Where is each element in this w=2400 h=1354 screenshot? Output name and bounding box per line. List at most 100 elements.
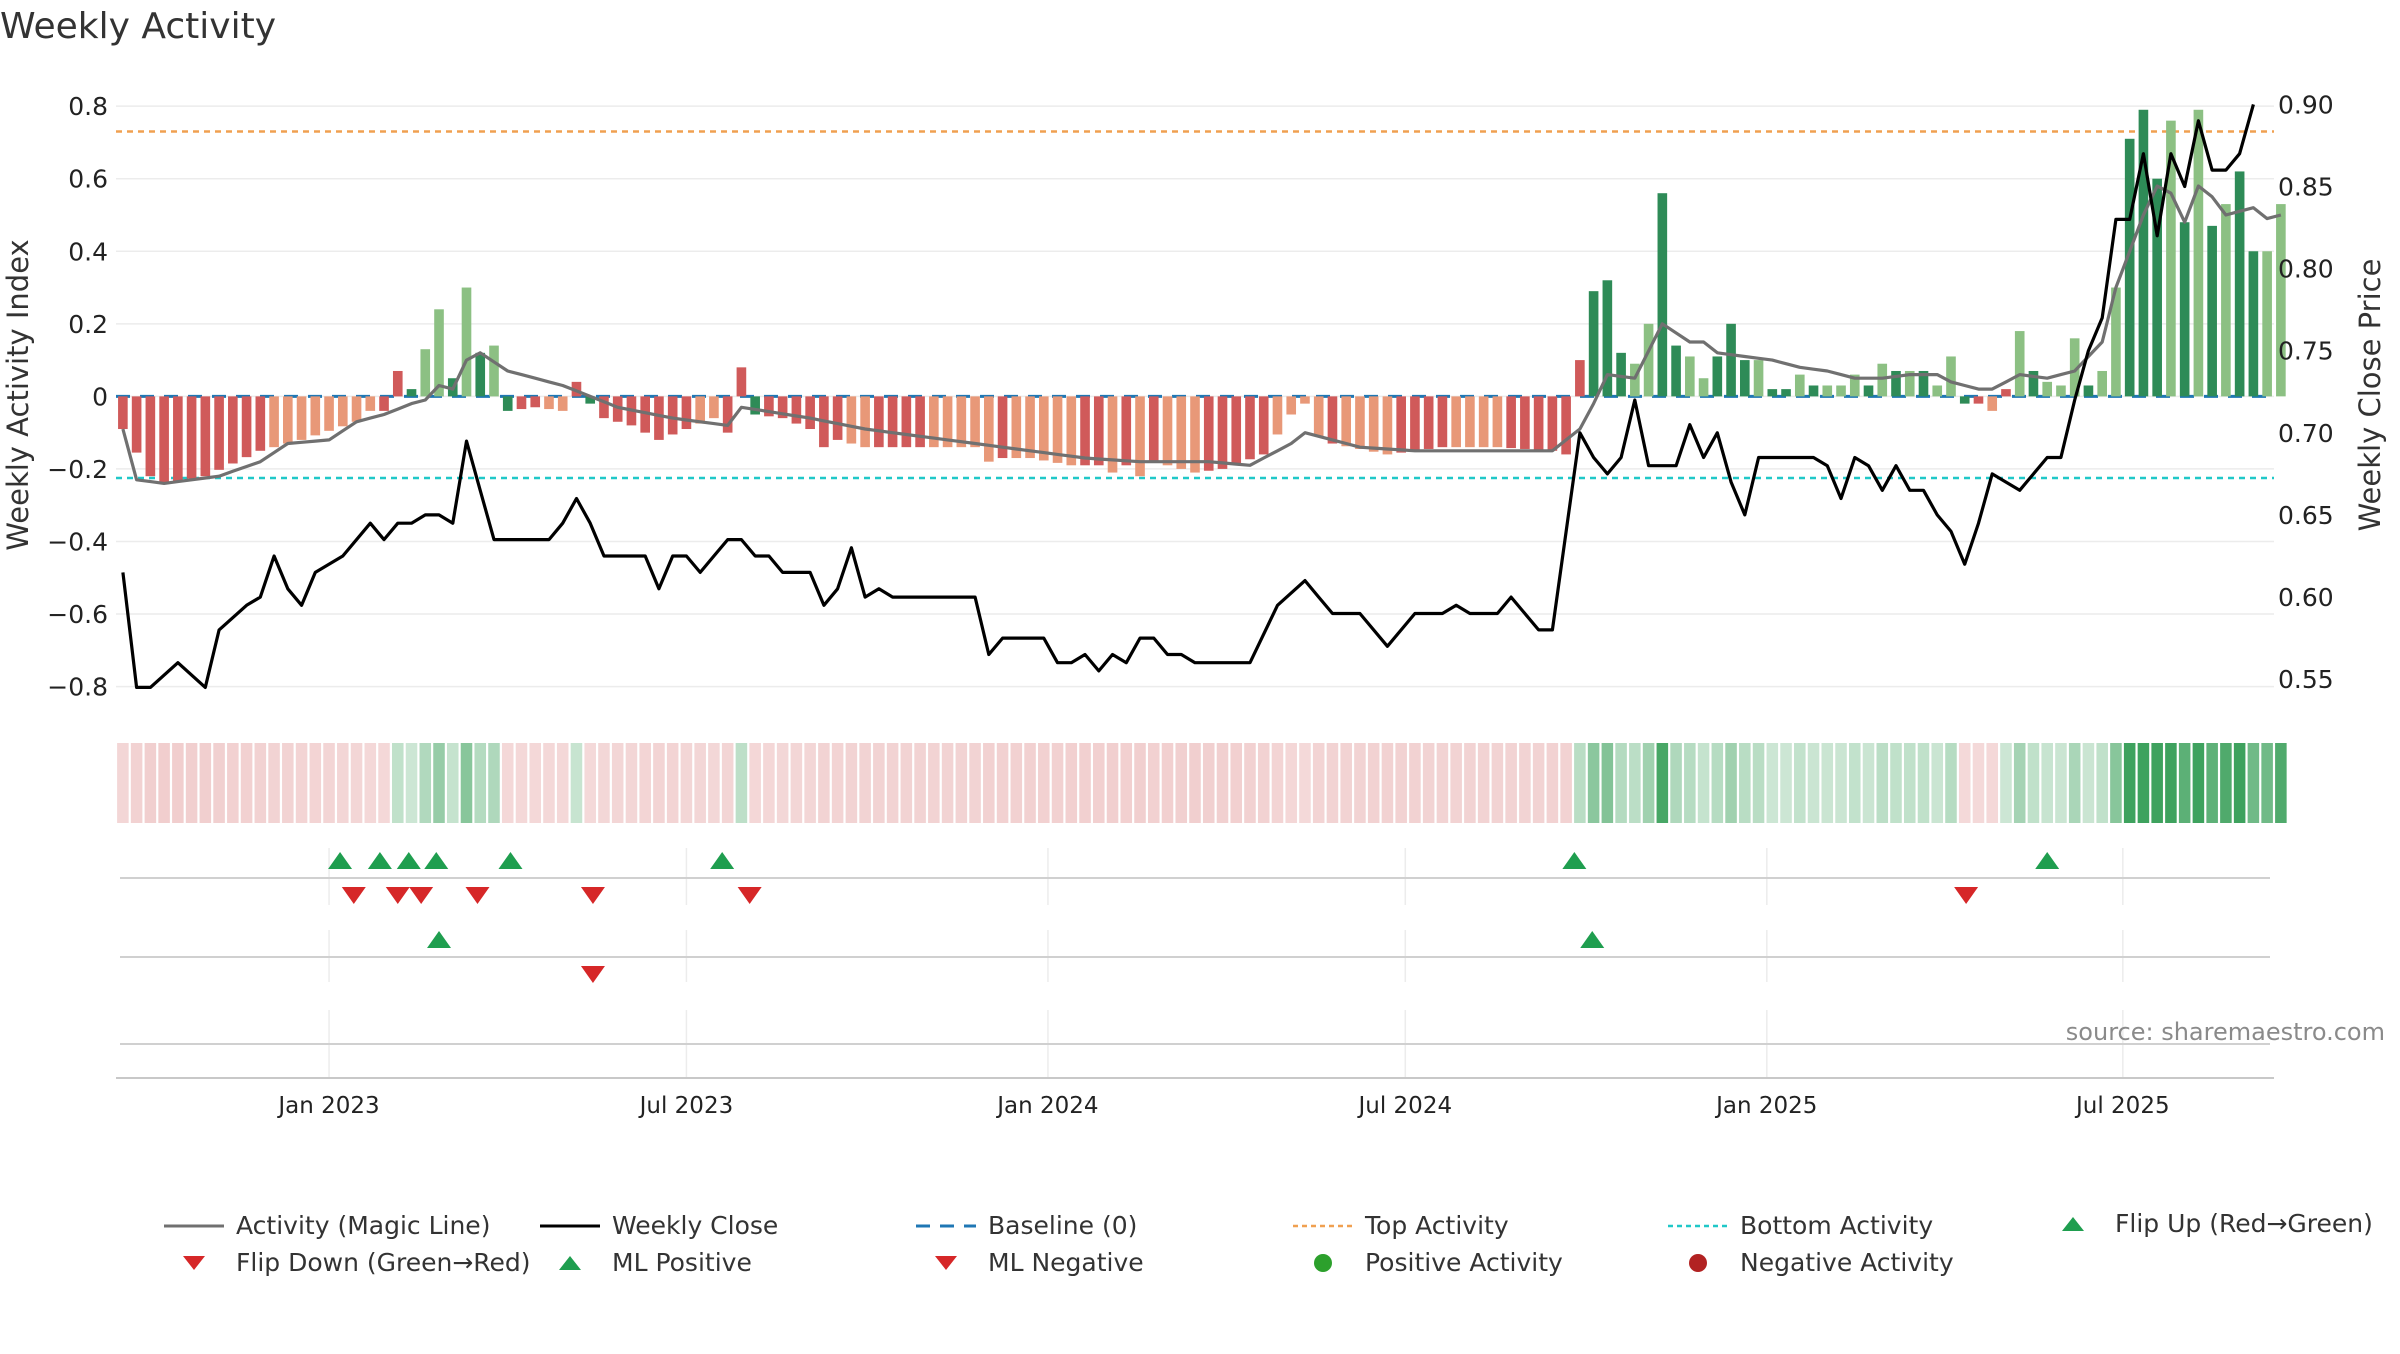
activity-bar bbox=[2056, 385, 2066, 397]
activity-bar bbox=[159, 396, 169, 484]
activity-bar bbox=[296, 396, 307, 440]
heat-strip-cell bbox=[873, 743, 885, 823]
y-left-tick-label: 0.4 bbox=[68, 237, 108, 266]
heat-strip-cell bbox=[337, 743, 349, 823]
heat-strip-cell bbox=[488, 743, 500, 823]
legend: Activity (Magic Line) Weekly Close Basel… bbox=[160, 1205, 2400, 1285]
activity-bar bbox=[1341, 396, 1352, 447]
activity-bar bbox=[640, 396, 651, 433]
heat-strip-cell bbox=[1464, 743, 1476, 823]
heat-strip-cell bbox=[1038, 743, 1050, 823]
heat-strip-cell bbox=[158, 743, 170, 823]
heat-strip-cell bbox=[1354, 743, 1366, 823]
magic-line bbox=[121, 184, 2282, 485]
heat-strip-cell bbox=[1340, 743, 1352, 823]
heat-strip-cell bbox=[2261, 743, 2273, 823]
activity-bar bbox=[1932, 385, 1943, 397]
heat-strip-cell bbox=[831, 743, 844, 823]
ml-positive-marker bbox=[328, 852, 353, 869]
heat-strip-cell bbox=[1010, 743, 1023, 823]
x-tick-label: Jan 2024 bbox=[995, 1093, 1098, 1119]
activity-bar bbox=[1726, 323, 1736, 397]
activity-bar bbox=[1080, 396, 1090, 466]
heat-strip-cell bbox=[1917, 743, 1930, 823]
heat-strip-cell bbox=[1189, 743, 1201, 823]
activity-bar bbox=[654, 396, 664, 440]
ml-positive-marker bbox=[498, 852, 523, 869]
activity-bar bbox=[1767, 389, 1778, 397]
heat-strip-cell bbox=[1436, 743, 1449, 823]
activity-bar bbox=[571, 381, 582, 397]
activity-bar bbox=[956, 396, 967, 448]
activity-bar bbox=[777, 396, 788, 419]
heat-strip-cell bbox=[708, 743, 720, 823]
heat-strip-cell bbox=[2096, 743, 2108, 823]
legend-negative-activity: Negative Activity bbox=[1668, 1248, 1954, 1277]
activity-bar bbox=[269, 396, 279, 448]
y-right-tick-label: 0.65 bbox=[2278, 501, 2334, 530]
activity-bar bbox=[1396, 396, 1406, 453]
ml-positive-marker bbox=[2035, 852, 2060, 869]
activity-bar bbox=[1822, 385, 1833, 397]
flip-up-marker bbox=[1580, 931, 1605, 948]
activity-bar bbox=[337, 396, 348, 427]
legend-positive-activity: Positive Activity bbox=[1293, 1248, 1563, 1277]
activity-bar bbox=[1478, 396, 1489, 448]
heat-strip-cell bbox=[1093, 743, 1105, 823]
legend-weekly-close: Weekly Close bbox=[540, 1211, 778, 1240]
y-left-tick-label: −0.4 bbox=[47, 527, 108, 556]
activity-bar bbox=[970, 396, 980, 448]
heat-strip-cell bbox=[364, 743, 377, 823]
heat-strip-cell bbox=[900, 743, 913, 823]
activity-bar bbox=[351, 396, 362, 422]
heat-strip-cell bbox=[1931, 743, 1944, 823]
y-right-tick-label: 0.80 bbox=[2278, 255, 2334, 284]
heat-strip-cell bbox=[2192, 743, 2205, 823]
legend-flip-up: Flip Up (Red→Green) bbox=[2043, 1209, 2373, 1238]
activity-bar bbox=[1272, 396, 1283, 435]
ml-positive-marker bbox=[367, 852, 392, 869]
heat-strip-cell bbox=[556, 743, 569, 823]
activity-bar bbox=[750, 396, 760, 415]
activity-bar bbox=[1093, 396, 1104, 466]
y-left-tick-label: −0.6 bbox=[47, 600, 108, 629]
legend-bottom-activity: Bottom Activity bbox=[1668, 1211, 1933, 1240]
heat-strip-cell bbox=[433, 743, 445, 823]
activity-bar bbox=[1410, 396, 1420, 451]
heat-strip-cell bbox=[983, 743, 995, 823]
activity-bar bbox=[846, 396, 857, 444]
activity-bar bbox=[2248, 251, 2259, 397]
legend-magic-line-label: Activity (Magic Line) bbox=[236, 1211, 491, 1240]
heat-strip-cell bbox=[1244, 743, 1256, 823]
heat-strip-cell bbox=[1271, 743, 1284, 823]
heat-strip-cell bbox=[639, 743, 651, 823]
heat-strip-cell bbox=[1216, 743, 1229, 823]
activity-bar bbox=[612, 396, 623, 422]
activity-bar bbox=[2097, 370, 2107, 397]
heat-strip-cell bbox=[2151, 743, 2163, 823]
heat-strip-cell bbox=[1024, 743, 1036, 823]
activity-bar bbox=[420, 349, 431, 397]
signal-markers bbox=[328, 852, 2060, 983]
heat-strip-cell bbox=[818, 743, 830, 823]
heat-strip-cell bbox=[323, 743, 335, 823]
heat-strip-cell bbox=[350, 743, 363, 823]
heat-strip-cell bbox=[2068, 743, 2081, 823]
heat-strip-cell bbox=[1491, 743, 1504, 823]
activity-bar bbox=[2179, 222, 2190, 397]
ml-negative-marker bbox=[385, 887, 410, 904]
activity-bar bbox=[2042, 381, 2053, 397]
heat-strip-cell bbox=[1739, 743, 1751, 823]
heat-strip-cell bbox=[213, 743, 225, 823]
activity-bar bbox=[461, 287, 472, 397]
series-lines bbox=[121, 103, 2282, 690]
y-right-tick-label: 0.70 bbox=[2278, 419, 2334, 448]
heat-strip-cell bbox=[2027, 743, 2040, 823]
activity-bar bbox=[1313, 396, 1324, 437]
activity-bar bbox=[860, 396, 870, 448]
heat-strip-cell bbox=[474, 743, 487, 823]
activity-bar bbox=[255, 396, 266, 451]
heat-strip-cell bbox=[268, 743, 280, 823]
y-left-tick-label: 0.8 bbox=[68, 92, 108, 121]
heat-strip-cell bbox=[763, 743, 775, 823]
